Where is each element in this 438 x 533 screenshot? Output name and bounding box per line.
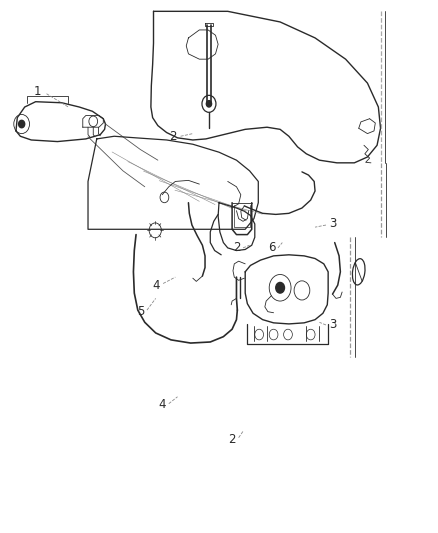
Text: 6: 6 xyxy=(268,241,275,254)
Text: 3: 3 xyxy=(329,217,336,230)
Circle shape xyxy=(206,101,212,107)
Circle shape xyxy=(18,120,25,128)
Text: 2: 2 xyxy=(228,433,236,446)
Circle shape xyxy=(276,282,285,293)
Text: 4: 4 xyxy=(152,279,159,292)
Text: 3: 3 xyxy=(329,319,336,332)
Text: 4: 4 xyxy=(159,398,166,411)
Text: 1: 1 xyxy=(34,85,42,98)
Text: 2: 2 xyxy=(170,130,177,143)
Text: 5: 5 xyxy=(137,305,144,318)
Text: 2: 2 xyxy=(233,241,240,254)
